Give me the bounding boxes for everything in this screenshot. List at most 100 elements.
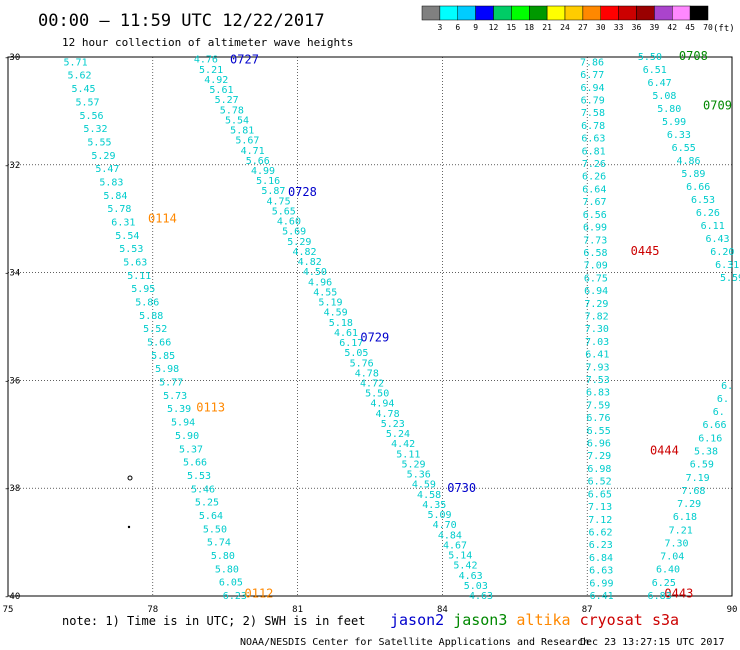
wave-height-label: 5.81 — [230, 126, 254, 137]
wave-height-label: 5.53 — [187, 471, 211, 482]
wave-height-label: 5.54 — [115, 231, 139, 242]
wave-height-label: 6.78 — [581, 121, 605, 132]
track-jason2: 4.765.214.925.615.275.785.545.815.674.71… — [194, 53, 493, 602]
wave-height-label: 5.87 — [261, 186, 285, 197]
wave-height-label: 6.84 — [589, 553, 613, 564]
wave-height-label: 7.29 — [677, 499, 701, 510]
colorbar-tick-label: 27 — [578, 23, 588, 32]
wave-height-label: 5.36 — [407, 470, 431, 481]
wave-height-label: 6.63 — [589, 566, 613, 577]
wave-height-label: 5.59 — [720, 273, 740, 284]
wave-height-label: 5.64 — [199, 511, 223, 522]
wave-height-label: 5.21 — [199, 65, 223, 76]
wave-height-label: 5.71 — [64, 57, 88, 68]
wave-height-label: 5.66 — [246, 156, 270, 167]
chart-title: 00:00 – 11:59 UTC 12/22/2017 — [38, 11, 325, 31]
wave-height-label: 6.05 — [219, 578, 243, 589]
wave-height-label: 6.43 — [705, 234, 729, 245]
colorbar-swatch — [564, 5, 584, 21]
footer-timestamp: Dec 23 13:27:15 UTC 2017 — [580, 637, 725, 648]
wave-height-label: 5.24 — [386, 429, 410, 440]
pass-time-label: 0727 — [230, 53, 259, 67]
wave-height-label: 5.78 — [107, 204, 131, 215]
wave-height-label: 6.55 — [587, 426, 611, 437]
wave-height-label: 5.98 — [155, 364, 179, 375]
wave-height-label: 5.76 — [350, 358, 374, 369]
pass-time-label: 0708 — [679, 49, 708, 63]
colorbar-swatch — [457, 5, 476, 21]
wave-height-label: 6.25 — [652, 578, 676, 589]
wave-height-label: 7.04 — [660, 552, 684, 563]
wave-height-label: 5.50 — [365, 389, 389, 400]
wave-height-label: 5.11 — [396, 449, 420, 460]
y-tick-label: -34 — [4, 269, 20, 279]
colorbar-tick-label: 21 — [542, 23, 552, 32]
wave-height-label: 6.79 — [581, 96, 605, 107]
wave-height-label: 5.53 — [119, 244, 143, 255]
legend-jason3: jason3 — [453, 611, 507, 629]
chart-subtitle: 12 hour collection of altimeter wave hei… — [62, 36, 353, 49]
y-tick-label: -30 — [4, 53, 20, 63]
wave-height-label: 6.31 — [715, 260, 739, 271]
wave-height-label: 7.29 — [587, 451, 611, 462]
wave-height-label: 4.84 — [438, 530, 462, 541]
wave-height-label: 5.05 — [344, 348, 368, 359]
wave-height-label: 4.86 — [677, 156, 701, 167]
colorbar-swatch — [475, 5, 494, 21]
wave-height-label: 5.14 — [448, 551, 472, 562]
x-tick-label: 90 — [727, 605, 738, 615]
colorbar-tick-label: 9 — [473, 23, 478, 32]
wave-height-label: 6.41 — [585, 350, 609, 361]
wave-height-label: 7.03 — [585, 337, 609, 348]
wave-height-label: 6. — [713, 407, 725, 418]
colorbar-legend: 3 6 9 12 15 18 21 24 27 30 33 36 39 42 45 70 — [421, 5, 713, 32]
wave-height-label: 5.11 — [127, 271, 151, 282]
wave-height-label: 5.47 — [95, 164, 119, 175]
wave-height-label: 6.99 — [583, 223, 607, 234]
pass-time-label: 0113 — [196, 400, 225, 414]
wave-height-label: 6.17 — [339, 338, 363, 349]
wave-height-label: 4.60 — [277, 217, 301, 228]
plot-area: 5.71 5.62 5.45 5.57 5.56 5.32 5.55 5.29 5.47 5.83… — [7, 49, 740, 602]
wave-height-label: 6.26 — [696, 208, 720, 219]
colorbar-swatch — [439, 5, 458, 21]
wave-height-label: 6.52 — [588, 477, 612, 488]
legend-s3a: s3a — [652, 611, 679, 629]
wave-height-label: 6.66 — [686, 182, 710, 193]
wave-height-label: 5.29 — [287, 237, 311, 248]
wave-height-label: 6.94 — [580, 83, 604, 94]
wave-height-label: 5.25 — [195, 498, 219, 509]
track-s3a: 6. 6. 6. 6.66 6.16 5.38 6.59 7.19 7.68 7.29 6.18 7.… — [648, 381, 734, 602]
wave-height-label: 5.42 — [453, 561, 477, 572]
pass-time-label: 0444 — [650, 443, 679, 457]
wave-height-label: 7.58 — [581, 108, 605, 119]
wave-height-label: 5.77 — [159, 378, 183, 389]
x-tick-label: 81 — [292, 605, 303, 615]
wave-height-label: 6.63 — [581, 134, 605, 145]
wave-height-label: 6.81 — [582, 146, 606, 157]
wave-height-label: 5.94 — [171, 418, 195, 429]
wave-height-label: 5.39 — [167, 404, 191, 415]
wave-height-label: 5.37 — [179, 444, 203, 455]
legend-cryosat: cryosat — [580, 611, 643, 629]
track-altika: 5.71 5.62 5.45 5.57 5.56 5.32 5.55 5.29 5.47 5.83… — [64, 57, 274, 602]
colorbar-tick-label: 42 — [667, 23, 677, 32]
wave-height-label: 6.65 — [588, 489, 612, 500]
wave-height-label: 5.56 — [79, 111, 103, 122]
wave-height-label: 4.96 — [308, 277, 332, 288]
wave-height-label: 7.67 — [583, 197, 607, 208]
wave-height-label: 6.41 — [590, 591, 614, 602]
colorbar-tick-label: 24 — [560, 23, 570, 32]
colorbar-swatch — [529, 5, 548, 21]
wave-height-label: 5.74 — [207, 538, 231, 549]
y-tick-label: -36 — [4, 376, 20, 386]
wave-height-label: 6. — [721, 381, 733, 392]
wave-height-label: 5.67 — [235, 136, 259, 147]
wave-height-label: 7.59 — [586, 400, 610, 411]
wave-height-label: 4.61 — [334, 328, 358, 339]
wave-height-label: 7.13 — [588, 502, 612, 513]
wave-height-label: 6.23 — [223, 591, 247, 602]
wave-height-label: 5.29 — [91, 151, 115, 162]
wave-height-label: 4.82 — [298, 257, 322, 268]
wave-height-label: 4.55 — [313, 287, 337, 298]
